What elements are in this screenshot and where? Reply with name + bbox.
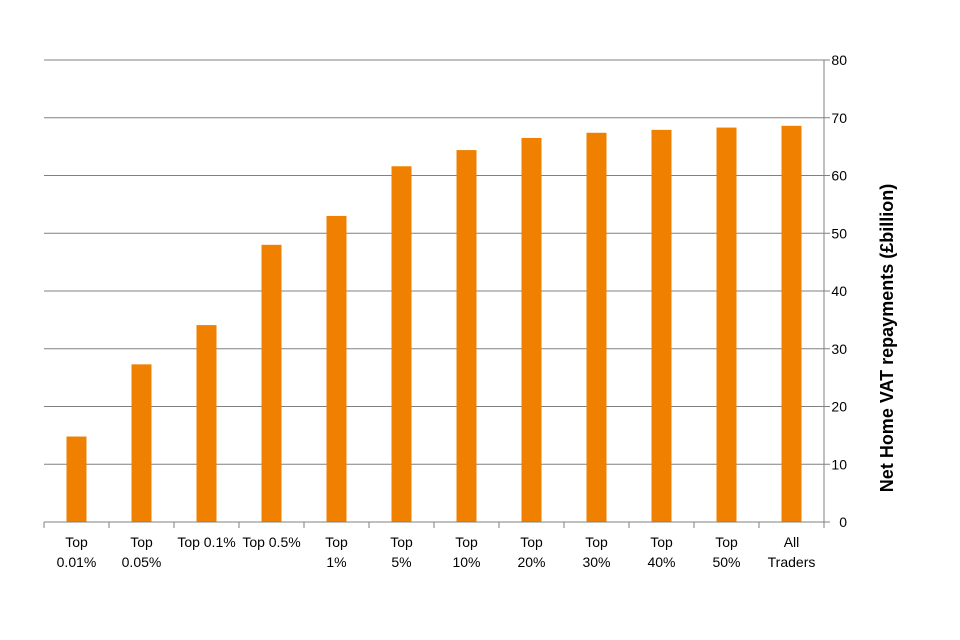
x-category-label: Top 0.5% — [242, 534, 300, 550]
bar — [521, 137, 542, 522]
y-tick-label: 70 — [831, 110, 847, 126]
x-category-label-line: 0.05% — [122, 554, 162, 570]
x-category-label: Top 20% — [517, 534, 545, 570]
x-category-label-line: Top — [65, 534, 88, 550]
x-category-label-line: Top — [455, 534, 478, 550]
x-category-label-line: Top — [390, 534, 413, 550]
bar — [326, 215, 347, 523]
x-category-label-line: 1% — [326, 554, 346, 570]
x-category-label-line: 10% — [452, 554, 480, 570]
bar — [651, 129, 672, 522]
x-category-label: Top 5% — [390, 534, 413, 570]
bar — [196, 325, 217, 522]
bar — [716, 127, 737, 522]
bar — [131, 364, 152, 522]
x-category-label-line: Top 0.5% — [242, 534, 300, 550]
x-category-label: Top 50% — [712, 534, 740, 570]
x-category-label-line: Top — [325, 534, 348, 550]
y-tick-label: 20 — [831, 399, 847, 415]
y-tick-label: 10 — [831, 456, 847, 472]
y-tick-label: 60 — [831, 168, 847, 184]
y-tick-label: 50 — [831, 225, 847, 241]
x-category-label-line: 5% — [391, 554, 411, 570]
bars — [66, 125, 802, 523]
y-tick-labels: 0 10 20 30 40 50 60 70 80 — [831, 52, 847, 530]
x-category-label-line: 20% — [517, 554, 545, 570]
x-category-label-line: 40% — [647, 554, 675, 570]
y-axis-title: Net Home VAT repayments (£billion) — [877, 184, 897, 492]
x-category-label: All Traders — [768, 534, 816, 570]
x-category-label: Top 0.1% — [177, 534, 235, 550]
y-tick-label: 80 — [831, 52, 847, 68]
x-category-label-line: 50% — [712, 554, 740, 570]
x-category-label-line: Top — [715, 534, 738, 550]
y-tick-label: 40 — [831, 283, 847, 299]
axes — [43, 59, 830, 528]
x-category-label: Top 10% — [452, 534, 480, 570]
x-category-label: Top 0.01% — [57, 534, 97, 570]
x-category-label: Top 0.05% — [122, 534, 162, 570]
x-category-label-line: Top — [130, 534, 153, 550]
bar — [781, 125, 802, 523]
gridlines — [44, 59, 824, 465]
x-category-label-line: Top — [520, 534, 543, 550]
bar — [586, 132, 607, 522]
x-category-label-line: Traders — [768, 554, 816, 570]
x-category-label: Top 1% — [325, 534, 348, 570]
x-category-label-line: Top — [585, 534, 608, 550]
x-category-label-line: Top — [650, 534, 673, 550]
y-tick-label: 30 — [831, 341, 847, 357]
x-category-label-line: All — [784, 534, 800, 550]
x-category-label: Top 30% — [582, 534, 610, 570]
x-category-label: Top 40% — [647, 534, 675, 570]
bar — [66, 436, 87, 522]
bar — [261, 244, 282, 523]
y-tick-label: 0 — [839, 514, 847, 530]
x-category-labels: Top 0.01%Top 0.05%Top 0.1% Top 0.5% Top 1%Top… — [57, 534, 816, 570]
bar — [391, 166, 412, 522]
x-category-label-line: 30% — [582, 554, 610, 570]
x-category-label-line: Top 0.1% — [177, 534, 235, 550]
x-category-label-line: 0.01% — [57, 554, 97, 570]
bar — [456, 150, 477, 522]
